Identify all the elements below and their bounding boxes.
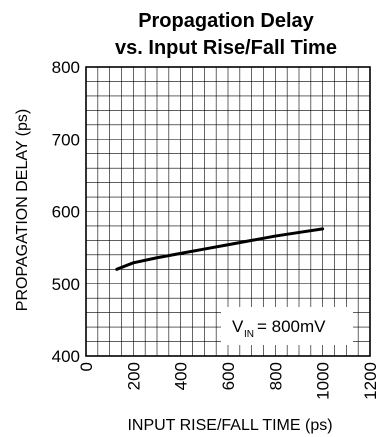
annotation-prefix: V	[232, 317, 244, 336]
annotation-suffix: = 800mV	[257, 317, 326, 336]
plot-frame	[85, 66, 371, 357]
x-tick-label: 800	[266, 362, 285, 390]
x-tick-labels: 0 200 400 600 800 1000 1200	[77, 362, 380, 400]
x-tick-label: 0	[77, 362, 96, 371]
y-tick-label: 700	[52, 130, 80, 149]
chart-title-line-2: vs. Input Rise/Fall Time	[115, 37, 337, 59]
annotation-subscript: IN	[244, 329, 254, 340]
y-tick-labels: 400 500 600 700 800	[52, 58, 80, 366]
chart-title-line-1: Propagation Delay	[138, 10, 314, 32]
x-tick-label: 1000	[314, 362, 333, 400]
y-tick-label: 600	[52, 203, 80, 222]
series-group	[115, 227, 325, 271]
y-axis-label: PROPAGATION DELAY (ps)	[14, 109, 31, 311]
x-axis-label: INPUT RISE/FALL TIME (ps)	[127, 417, 332, 434]
x-tick-label: 200	[124, 362, 143, 390]
y-tick-label: 400	[52, 347, 80, 366]
x-tick-label: 1200	[361, 362, 380, 400]
x-tick-label: 400	[172, 362, 191, 390]
annotation-box-bg	[221, 307, 353, 345]
y-tick-label: 800	[52, 58, 80, 77]
y-tick-label: 500	[52, 275, 80, 294]
annotation-box: V IN = 800mV	[221, 307, 353, 345]
series-line-0	[115, 227, 325, 271]
x-tick-label: 600	[219, 362, 238, 390]
